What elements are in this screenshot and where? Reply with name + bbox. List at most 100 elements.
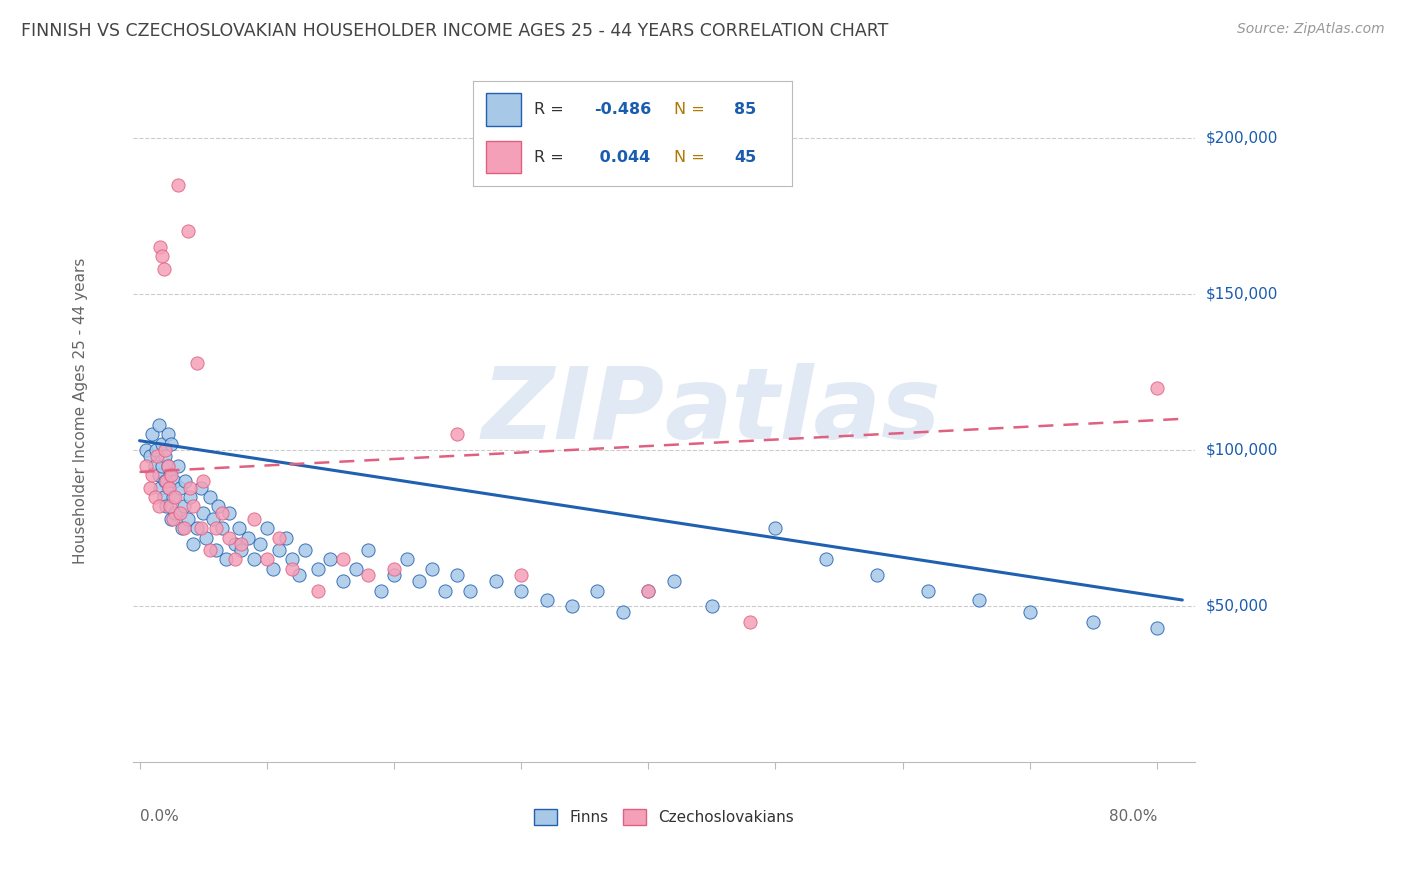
Point bbox=[141, 427, 163, 442]
Point bbox=[174, 475, 197, 489]
Point bbox=[738, 615, 761, 629]
Point bbox=[153, 475, 176, 489]
Point bbox=[243, 512, 266, 526]
Point bbox=[141, 468, 163, 483]
Text: 0.0%: 0.0% bbox=[139, 809, 179, 824]
Point bbox=[149, 481, 172, 495]
Text: $50,000: $50,000 bbox=[1206, 599, 1268, 614]
Point bbox=[274, 531, 297, 545]
Point bbox=[637, 583, 659, 598]
Point bbox=[155, 500, 177, 514]
Point bbox=[211, 521, 233, 535]
Point bbox=[249, 537, 271, 551]
Point bbox=[1018, 606, 1040, 620]
Point bbox=[148, 500, 170, 514]
Point bbox=[152, 437, 174, 451]
Legend: Finns, Czechoslovakians: Finns, Czechoslovakians bbox=[534, 809, 794, 825]
Point bbox=[485, 574, 508, 589]
Point bbox=[156, 427, 179, 442]
Point bbox=[586, 583, 609, 598]
Point bbox=[637, 583, 659, 598]
Point bbox=[153, 450, 176, 464]
Point bbox=[169, 506, 191, 520]
Point bbox=[139, 481, 162, 495]
Point bbox=[162, 512, 184, 526]
Point bbox=[198, 490, 221, 504]
Point bbox=[181, 537, 204, 551]
Text: $150,000: $150,000 bbox=[1206, 286, 1278, 301]
Point bbox=[815, 552, 838, 566]
Point bbox=[917, 583, 939, 598]
Text: 80.0%: 80.0% bbox=[1108, 809, 1157, 824]
Point bbox=[332, 552, 354, 566]
Point bbox=[307, 583, 329, 598]
Point bbox=[156, 458, 179, 473]
Point bbox=[218, 531, 240, 545]
Point bbox=[177, 512, 200, 526]
Point bbox=[763, 521, 786, 535]
Point bbox=[198, 543, 221, 558]
Point bbox=[191, 475, 214, 489]
Point bbox=[236, 531, 259, 545]
Point bbox=[157, 481, 180, 495]
Point bbox=[205, 521, 228, 535]
Point bbox=[148, 468, 170, 483]
Point bbox=[173, 500, 195, 514]
Point bbox=[231, 543, 253, 558]
Point bbox=[332, 574, 354, 589]
Point bbox=[163, 475, 186, 489]
Point bbox=[262, 562, 284, 576]
Point bbox=[700, 599, 723, 614]
Point bbox=[143, 490, 166, 504]
Point bbox=[446, 427, 468, 442]
Point bbox=[420, 562, 443, 576]
Point bbox=[165, 506, 187, 520]
Point bbox=[170, 521, 193, 535]
Point bbox=[159, 500, 181, 514]
Point bbox=[344, 562, 367, 576]
Point bbox=[281, 562, 304, 576]
Text: Householder Income Ages 25 - 44 years: Householder Income Ages 25 - 44 years bbox=[73, 258, 87, 565]
Point bbox=[166, 458, 188, 473]
Point bbox=[169, 481, 191, 495]
Point bbox=[287, 568, 309, 582]
Point bbox=[357, 568, 380, 582]
Point bbox=[202, 512, 225, 526]
Point bbox=[153, 443, 176, 458]
Text: $200,000: $200,000 bbox=[1206, 130, 1278, 145]
Point bbox=[256, 552, 278, 566]
Point bbox=[166, 178, 188, 192]
Point bbox=[177, 224, 200, 238]
Point bbox=[967, 593, 990, 607]
Point bbox=[866, 568, 889, 582]
Point bbox=[243, 552, 266, 566]
Text: FINNISH VS CZECHOSLOVAKIAN HOUSEHOLDER INCOME AGES 25 - 44 YEARS CORRELATION CHA: FINNISH VS CZECHOSLOVAKIAN HOUSEHOLDER I… bbox=[21, 22, 889, 40]
Point bbox=[152, 458, 174, 473]
Point bbox=[155, 475, 177, 489]
Point bbox=[612, 606, 634, 620]
Point bbox=[382, 568, 405, 582]
Point bbox=[211, 506, 233, 520]
Point bbox=[186, 356, 208, 370]
Point bbox=[207, 500, 229, 514]
Point bbox=[135, 458, 157, 473]
Point bbox=[382, 562, 405, 576]
Text: ZIP: ZIP bbox=[481, 362, 664, 459]
Point bbox=[135, 443, 157, 458]
Point bbox=[152, 490, 174, 504]
Point bbox=[536, 593, 558, 607]
Point bbox=[218, 506, 240, 520]
Point bbox=[152, 249, 174, 263]
Point bbox=[160, 437, 183, 451]
Point bbox=[162, 490, 184, 504]
Point bbox=[294, 543, 316, 558]
Point bbox=[190, 481, 212, 495]
Point bbox=[194, 531, 217, 545]
Point bbox=[190, 521, 212, 535]
Point bbox=[157, 481, 180, 495]
Point bbox=[458, 583, 481, 598]
Point bbox=[224, 552, 246, 566]
Point bbox=[395, 552, 418, 566]
Point bbox=[179, 490, 201, 504]
Point bbox=[269, 531, 291, 545]
